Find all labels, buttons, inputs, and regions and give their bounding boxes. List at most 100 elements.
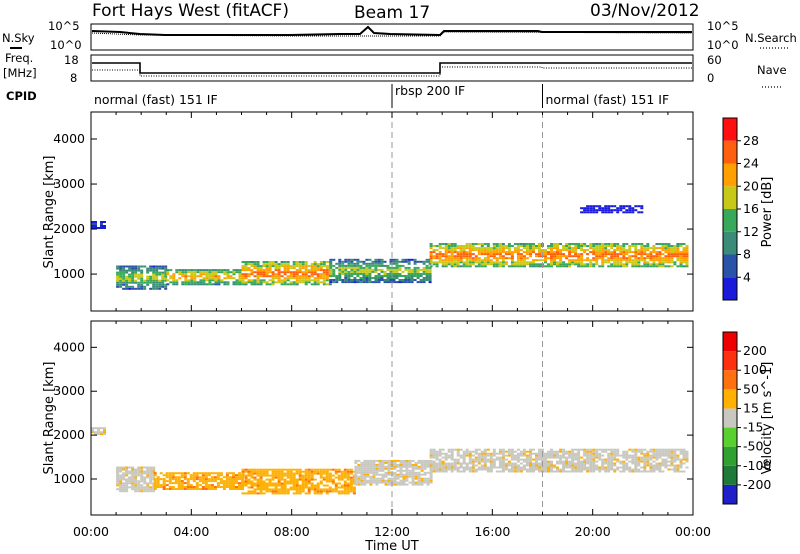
echo-cell [392,273,396,275]
echo-cell [153,472,157,475]
echo-cell [589,265,593,268]
echo-cell [316,273,320,276]
echo-cell [486,245,490,247]
echo-cell [495,253,499,256]
echo-cell [375,463,379,466]
echo-cell [162,488,166,490]
echo-cell [525,464,529,467]
echo-cell [676,243,680,245]
echo-cell [670,454,674,457]
echo-cell [583,458,587,461]
nsearch-trace [91,31,693,37]
echo-cell [198,488,202,490]
echo-cell [168,478,172,481]
echo-cell [343,480,347,483]
echo-cell [341,264,345,267]
echo-cell [598,454,602,457]
echo-cell [354,471,358,474]
echo-cell [241,277,245,280]
echo-cell [372,481,376,484]
echo-cell [432,454,436,457]
colorbar-tick-label: 15 [743,400,759,415]
echo-cell [447,462,451,465]
echo-cell [369,477,373,480]
echo-cell [625,450,629,453]
echo-cell [544,249,547,252]
echo-cell [495,458,499,461]
echo-cell [116,480,120,483]
echo-cell [271,271,275,274]
echo-cell [631,259,635,262]
echo-cell [661,261,665,264]
echo-cell [181,281,185,284]
echo-cell [658,454,662,457]
echo-cell [423,479,427,482]
echo-cell [441,460,445,463]
echo-cell [125,287,129,290]
echo-cell [468,243,472,245]
echo-cell [643,464,647,467]
echo-cell [313,281,317,284]
echo-cell [504,464,508,467]
echo-cell [158,283,162,286]
echo-cell [289,271,293,274]
echo-cell [259,281,263,284]
echo-cell [471,450,475,453]
echo-cell [556,255,559,258]
echo-cell [392,262,396,265]
echo-cell [640,265,644,268]
echo-cell [586,207,590,210]
echo-cell [286,267,290,270]
echo-cell [166,271,170,274]
echo-cell [562,448,566,451]
echo-cell [155,283,159,286]
echo-cell [100,433,103,436]
echo-cell [372,463,376,466]
echo-cell [271,281,275,284]
echo-cell [280,474,284,477]
echo-cell [589,450,593,453]
echo-cell [553,253,556,256]
echo-cell [396,473,400,476]
echo-cell [682,247,686,250]
echo-cell [628,468,632,471]
echo-cell [398,273,402,275]
echo-cell [592,251,596,254]
echo-cell [435,263,439,266]
x-tick-label: 12:00 [374,524,410,539]
echo-cell [429,245,433,247]
echo-cell [480,460,484,463]
echo-cell [417,459,421,462]
echo-cell [649,464,653,467]
echo-cell [274,277,278,280]
echo-cell [140,472,144,475]
echo-cell [414,483,418,486]
echo-cell [165,472,169,475]
echo-cell [134,480,138,483]
echo-cell [685,456,689,459]
echo-cell [673,261,677,264]
echo-cell [598,468,602,471]
echo-cell [619,261,623,264]
echo-cell [313,273,317,276]
echo-cell [335,275,339,277]
echo-cell [625,468,629,471]
echo-cell [444,263,448,266]
echo-cell [343,476,347,479]
echo-cell [462,247,466,250]
echo-cell [161,265,165,268]
echo-cell [363,459,367,462]
echo-cell [438,466,442,469]
echo-cell [501,464,505,467]
echo-region [166,269,242,286]
echo-cell [649,468,653,471]
echo-cell [559,450,563,453]
echo-cell [604,253,608,256]
echo-cell [610,460,614,463]
echo-cell [601,251,605,254]
echo-cell [438,255,442,258]
echo-cell [447,255,451,258]
echo-cell [631,207,635,210]
echo-cell [468,458,472,461]
echo-cell [670,458,674,461]
